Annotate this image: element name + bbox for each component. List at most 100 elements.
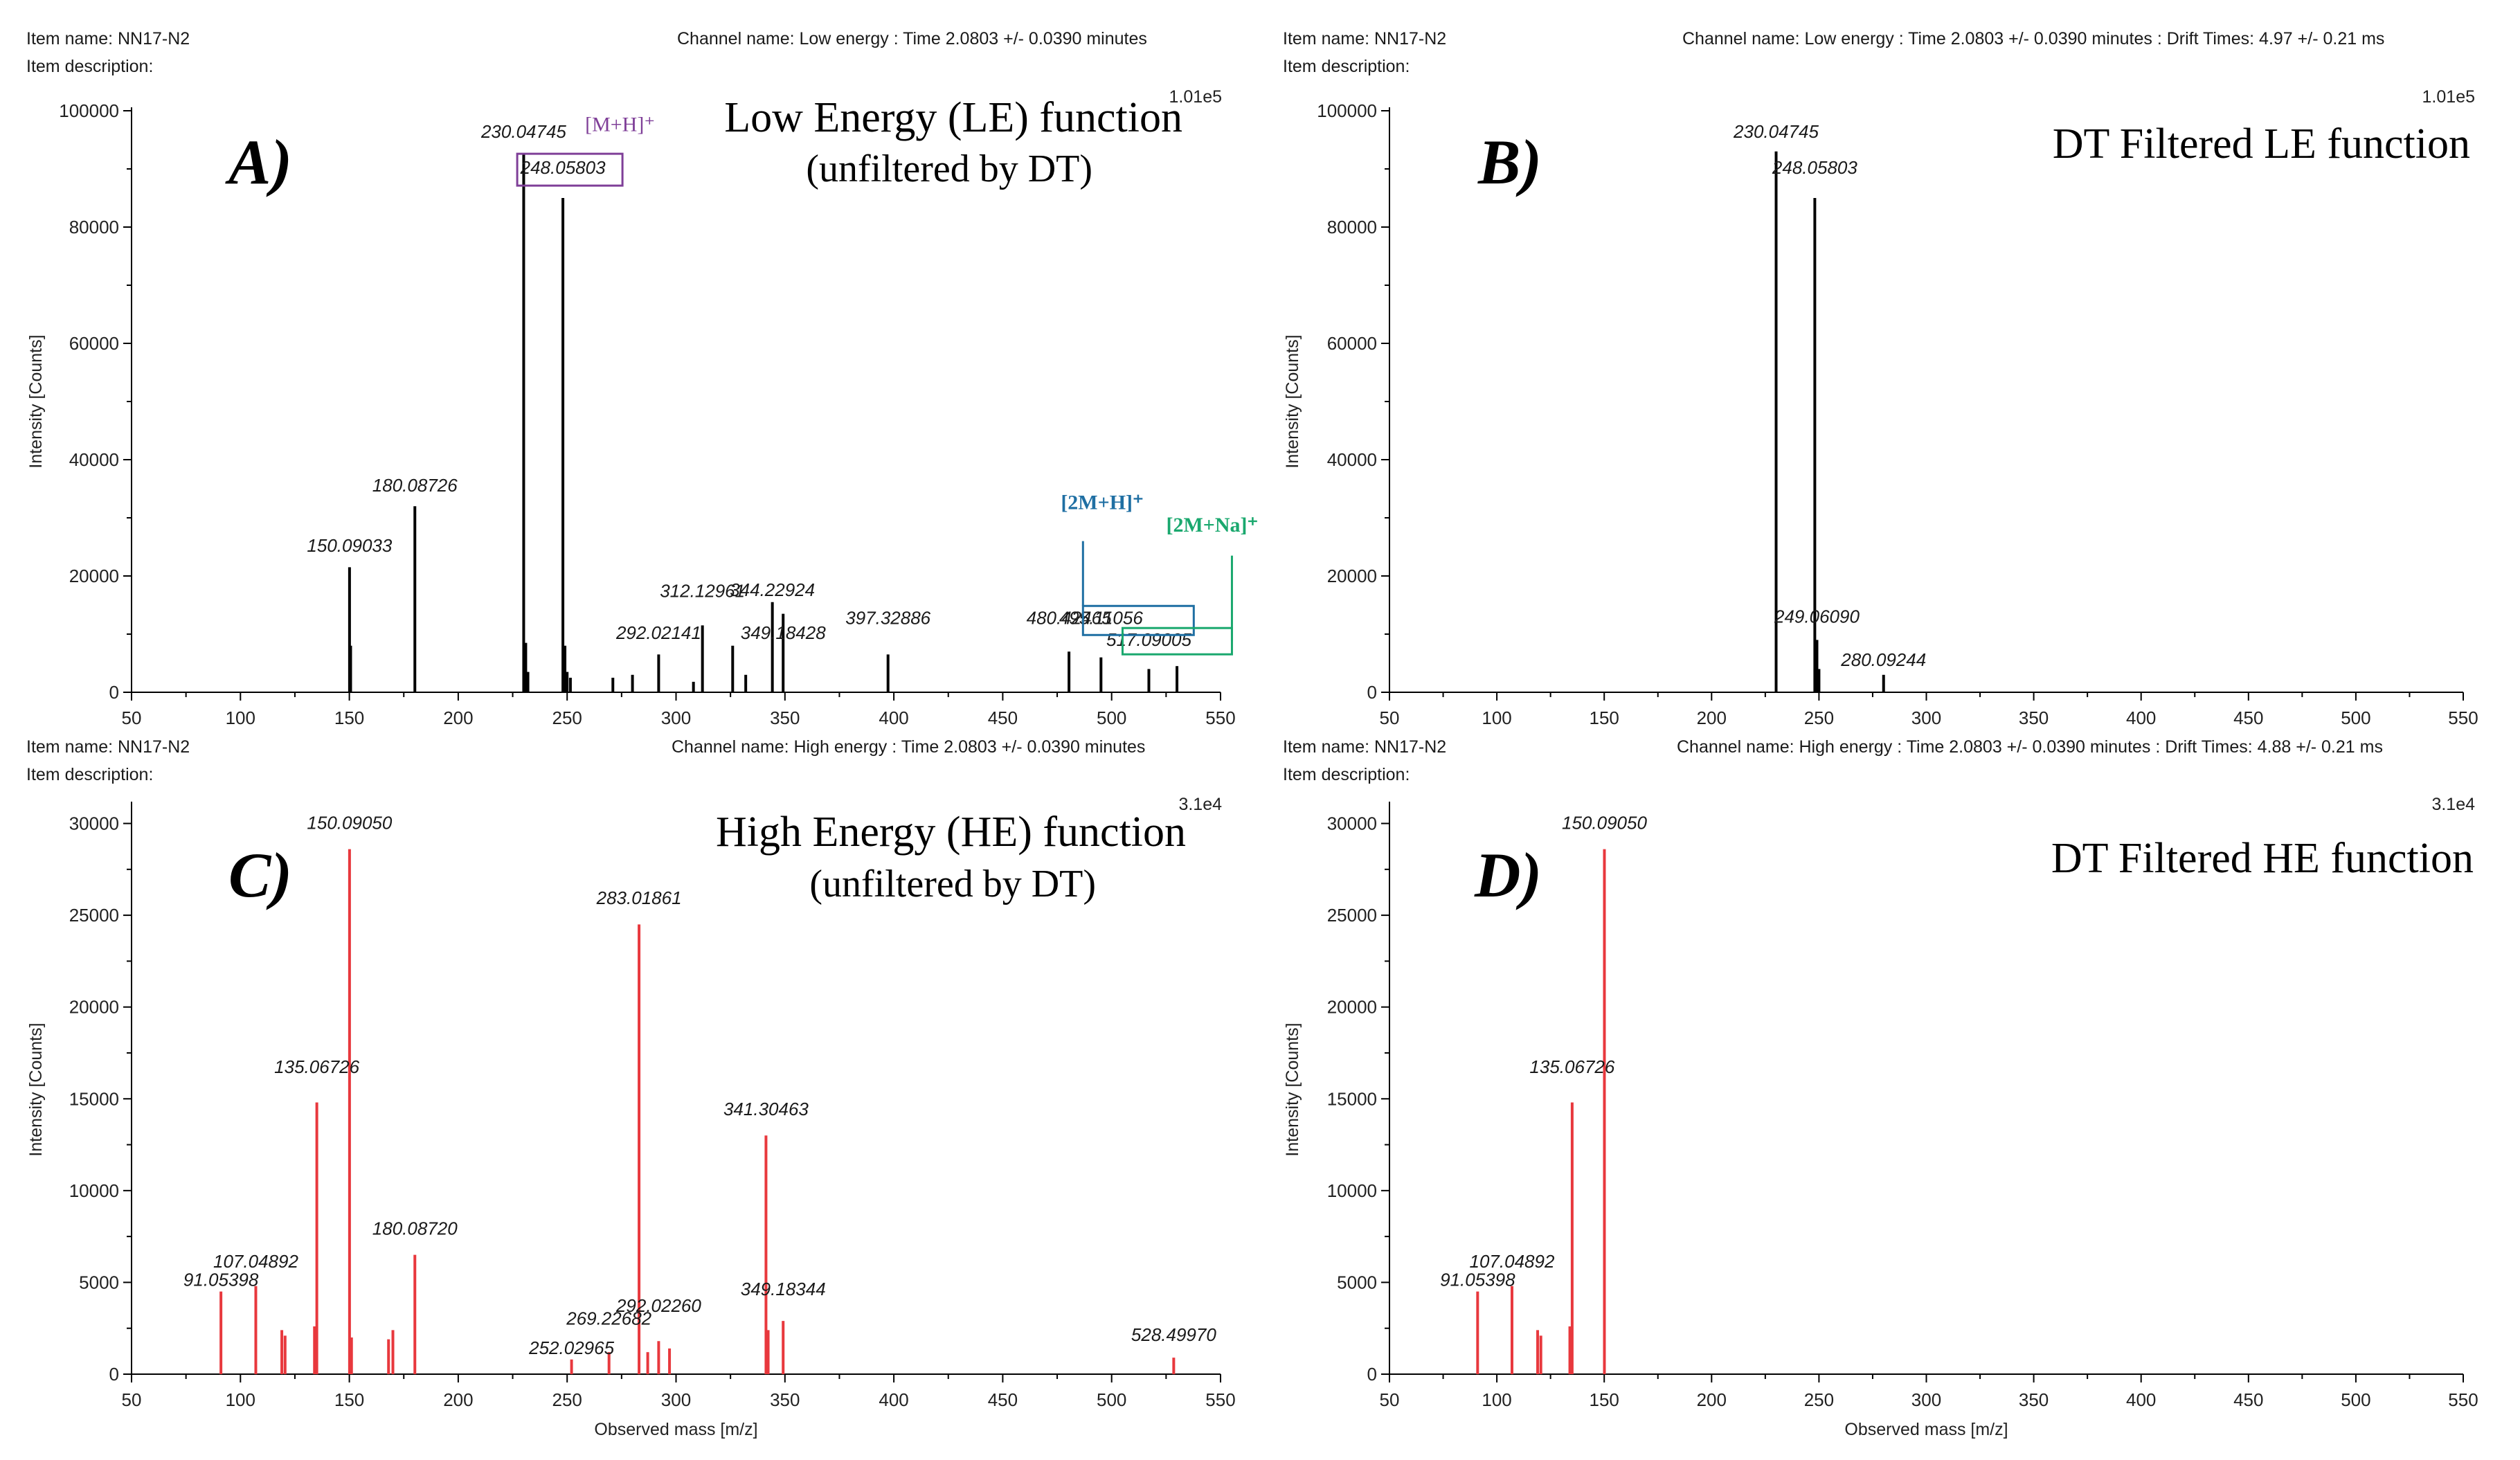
y-tick-label: 20000 xyxy=(69,566,119,586)
x-tick-label: 400 xyxy=(879,1389,908,1410)
peak-label: 230.04745 xyxy=(1733,121,1819,142)
panel-c: 50 100 150 200 250 300 350 400 450 500 550 0 5000 100… xyxy=(26,795,1236,1439)
peak-label: 280.09244 xyxy=(1840,649,1926,670)
x-tick-label: 500 xyxy=(2341,1389,2370,1410)
x-tick-label: 150 xyxy=(1590,708,1619,728)
peak-label: 495.11056 xyxy=(1059,607,1144,628)
panel-a-channel: Channel name: Low energy : Time 2.0803 +… xyxy=(677,29,1147,48)
x-tick-label: 50 xyxy=(122,1389,142,1410)
y-tick-label: 15000 xyxy=(69,1088,119,1109)
scale-factor: 1.01e5 xyxy=(1169,87,1222,107)
x-tick-label: 450 xyxy=(988,1389,1018,1410)
peak-label: 135.06726 xyxy=(274,1056,359,1077)
y-tick-label: 100000 xyxy=(1317,100,1377,121)
panel-b-item-name: Item name: NN17-N2 xyxy=(1283,29,1447,48)
y-tick-label: 40000 xyxy=(69,449,119,470)
x-tick-label: 400 xyxy=(2126,1389,2156,1410)
mh-annotation: [M+H]⁺ xyxy=(585,113,655,136)
x-tick-label: 550 xyxy=(2448,708,2478,728)
peak-label: 349.18428 xyxy=(741,622,826,643)
peak-label: 248.05803 xyxy=(1772,157,1857,178)
peak-label: 91.05398 xyxy=(1440,1270,1515,1290)
peak-label: 269.22682 xyxy=(566,1308,651,1328)
y-tick-label: 30000 xyxy=(1327,813,1377,834)
y-tick-label: 25000 xyxy=(1327,905,1377,926)
peak-label: 349.18344 xyxy=(741,1279,826,1299)
x-axis-label: Observed mass [m/z] xyxy=(594,1420,757,1439)
peak-label: 312.12961 xyxy=(660,581,745,602)
panel-a: 50 100 150 200 250 300 350 400 450 500 550 0 20000 40… xyxy=(26,87,1258,728)
x-tick-label: 400 xyxy=(879,708,908,728)
x-tick-label: 150 xyxy=(334,1389,364,1410)
panel-c-channel: Channel name: High energy : Time 2.0803 … xyxy=(672,737,1146,757)
y-tick-label: 0 xyxy=(1367,682,1377,703)
x-tick-label: 350 xyxy=(770,708,800,728)
peak-label: 180.08726 xyxy=(372,475,458,496)
x-tick-label: 50 xyxy=(1380,708,1400,728)
x-tick-label: 200 xyxy=(1697,1389,1727,1410)
y-tick-label: 15000 xyxy=(1327,1088,1377,1109)
panel-letter: C) xyxy=(228,840,292,910)
x-tick-label: 300 xyxy=(1911,1389,1941,1410)
y-tick-label: 0 xyxy=(109,682,119,703)
panel-letter: D) xyxy=(1474,840,1542,910)
peak-label: 341.30463 xyxy=(723,1099,809,1119)
y-tick-label: 10000 xyxy=(1327,1180,1377,1201)
y-tick-label: 80000 xyxy=(69,217,119,237)
peak-label: 107.04892 xyxy=(213,1251,298,1272)
x-tick-label: 550 xyxy=(1205,708,1235,728)
panel-letter: A) xyxy=(225,127,292,197)
x-tick-label: 250 xyxy=(1804,708,1834,728)
x-tick-label: 500 xyxy=(2341,708,2370,728)
x-tick-label: 350 xyxy=(2019,708,2049,728)
x-tick-label: 300 xyxy=(1911,708,1941,728)
y-tick-label: 40000 xyxy=(1327,449,1377,470)
y-tick-label: 80000 xyxy=(1327,217,1377,237)
peak-label: 150.09033 xyxy=(307,535,392,556)
y-tick-label: 10000 xyxy=(69,1180,119,1201)
y-tick-label: 5000 xyxy=(79,1272,119,1292)
peak-label: 150.09050 xyxy=(1562,812,1647,833)
y-axis-label: Intensity [Counts] xyxy=(1283,1022,1302,1156)
y-axis-label: Intensity [Counts] xyxy=(26,1022,46,1156)
panel-a-item-description: Item description: xyxy=(26,57,154,76)
x-tick-label: 100 xyxy=(226,708,255,728)
peak-label: 135.06726 xyxy=(1529,1056,1614,1077)
peak-label: 91.05398 xyxy=(183,1270,259,1290)
x-tick-label: 550 xyxy=(2448,1389,2478,1410)
x-tick-label: 550 xyxy=(1205,1389,1235,1410)
y-tick-label: 0 xyxy=(109,1364,119,1385)
panel-c-item-name: Item name: NN17-N2 xyxy=(26,737,190,757)
x-tick-label: 50 xyxy=(1380,1389,1400,1410)
y-tick-label: 60000 xyxy=(1327,333,1377,354)
x-axis-label: Observed mass [m/z] xyxy=(1844,1420,2008,1439)
x-tick-label: 100 xyxy=(1482,708,1511,728)
peak-label: 528.49970 xyxy=(1131,1324,1216,1345)
panel-d-item-name: Item name: NN17-N2 xyxy=(1283,737,1447,757)
x-tick-label: 100 xyxy=(226,1389,255,1410)
x-tick-label: 200 xyxy=(443,708,473,728)
y-tick-label: 5000 xyxy=(1337,1272,1377,1292)
panel-b-channel: Channel name: Low energy : Time 2.0803 +… xyxy=(1682,29,2385,48)
panel-subtitle: (unfiltered by DT) xyxy=(809,863,1096,905)
panel-letter: B) xyxy=(1477,127,1542,197)
y-axis-label: Intensity [Counts] xyxy=(1283,334,1302,468)
peak-label: 180.08720 xyxy=(372,1218,458,1238)
panel-b-item-description: Item description: xyxy=(1283,57,1410,76)
panel-subtitle: (unfiltered by DT) xyxy=(806,147,1092,190)
panel-title: Low Energy (LE) function xyxy=(724,94,1182,141)
peak-label: 248.05803 xyxy=(520,157,606,178)
peak-label: 252.02965 xyxy=(528,1337,614,1358)
y-tick-label: 20000 xyxy=(1327,566,1377,586)
y-tick-label: 25000 xyxy=(69,905,119,926)
peak-label: 283.01861 xyxy=(596,887,682,908)
x-tick-label: 100 xyxy=(1482,1389,1511,1410)
x-tick-label: 200 xyxy=(443,1389,473,1410)
y-axis-label: Intensity [Counts] xyxy=(26,334,46,468)
scale-factor: 3.1e4 xyxy=(2431,795,2475,814)
panel-title: High Energy (HE) function xyxy=(716,809,1186,856)
x-tick-label: 150 xyxy=(1590,1389,1619,1410)
y-tick-label: 20000 xyxy=(1327,997,1377,1018)
peak-label: 480.42465 xyxy=(1027,607,1112,628)
peak-label: 249.06090 xyxy=(1774,606,1860,627)
